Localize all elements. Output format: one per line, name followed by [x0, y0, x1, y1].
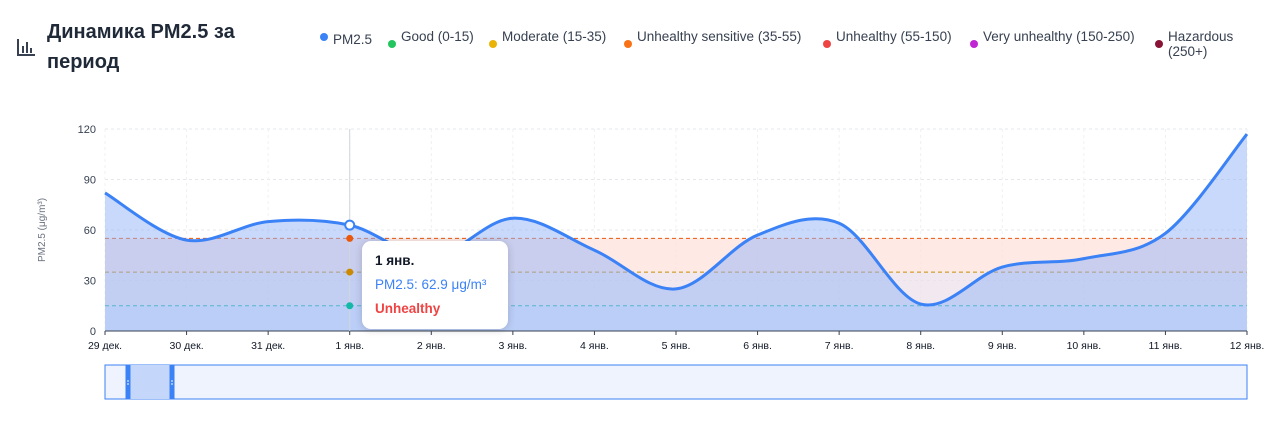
legend-dot-icon: [320, 33, 328, 41]
legend-item[interactable]: Hazardous (250+): [1155, 29, 1265, 59]
legend-item[interactable]: Unhealthy sensitive (35-55): [624, 29, 814, 48]
legend-label: Unhealthy (55-150): [836, 29, 952, 44]
page-title: Динамика PM2.5 за период: [47, 21, 235, 73]
x-tick-label: 3 янв.: [498, 340, 527, 352]
x-tick-label: 30 дек.: [170, 340, 204, 352]
tooltip-value: PM2.5: 62.9 μg/m³: [375, 277, 487, 292]
y-tick-label: 90: [84, 175, 96, 187]
y-tick-label: 30: [84, 276, 96, 288]
x-tick-label: 4 янв.: [580, 340, 609, 352]
legend-item[interactable]: Unhealthy (55-150): [823, 29, 963, 48]
y-tick-label: 60: [84, 225, 96, 237]
tooltip-date: 1 янв.: [375, 253, 415, 268]
threshold-marker: [346, 234, 354, 242]
y-tick-label: 120: [78, 124, 96, 136]
threshold-marker: [346, 268, 354, 276]
x-tick-label: 7 янв.: [825, 340, 854, 352]
legend-dot-icon: [970, 40, 978, 48]
brush-slider: [104, 364, 1248, 400]
x-tick-label: 11 янв.: [1149, 340, 1183, 352]
legend-label: Good (0-15): [401, 29, 474, 44]
x-tick-label: 8 янв.: [906, 340, 935, 352]
tooltip-status: Unhealthy: [375, 301, 441, 316]
x-tick-label: 31 дек.: [251, 340, 285, 352]
series-line: [104, 133, 1249, 307]
hover-cursor: [344, 129, 356, 331]
active-point: [344, 219, 356, 231]
header-icon: [17, 39, 35, 56]
legend-label: Moderate (15-35): [502, 29, 607, 44]
legend-label: Very unhealthy (150-250): [983, 29, 1135, 44]
axes: 0 30 60 90 120 29 дек. 30 дек. 31 дек. 1 янв. 2 я…: [37, 124, 1264, 352]
legend-dot-icon: [624, 40, 632, 48]
legend-dot-icon: [489, 40, 497, 48]
legend-label: Unhealthy sensitive (35-55): [637, 29, 802, 44]
legend-item[interactable]: Good (0-15): [388, 29, 478, 48]
x-tick-label: 9 янв.: [988, 340, 1017, 352]
legend-item[interactable]: PM2.5: [320, 29, 390, 47]
x-tick-label: 5 янв.: [662, 340, 691, 352]
x-tick-label: 2 янв.: [417, 340, 446, 352]
x-tick-label: 6 янв.: [743, 340, 772, 352]
legend-item[interactable]: Moderate (15-35): [489, 29, 609, 48]
brush-track[interactable]: [104, 364, 1248, 400]
brush-selection[interactable]: [128, 365, 172, 399]
brush-handle[interactable]: [169, 365, 175, 399]
line-series: [104, 133, 1249, 307]
legend-dot-icon: [388, 40, 396, 48]
x-tick-label: 12 янв.: [1230, 340, 1265, 352]
y-axis-title: PM2.5 (μg/m³): [37, 198, 48, 262]
legend-dot-icon: [1155, 40, 1163, 48]
y-tick-label: 0: [90, 326, 96, 338]
legend-label: PM2.5: [333, 32, 373, 47]
x-tick-label: 29 дек.: [88, 340, 122, 352]
brush-handle[interactable]: [125, 365, 131, 399]
legend-item[interactable]: Very unhealthy (150-250): [970, 29, 1140, 48]
threshold-marker: [346, 302, 354, 310]
legend-dot-icon: [823, 40, 831, 48]
tooltip: 1 янв. PM2.5: 62.9 μg/m³ Unhealthy: [362, 241, 508, 329]
legend-label: Hazardous (250+): [1168, 29, 1234, 59]
x-tick-label: 1 янв.: [335, 340, 364, 352]
x-tick-label: 10 янв.: [1067, 340, 1102, 352]
